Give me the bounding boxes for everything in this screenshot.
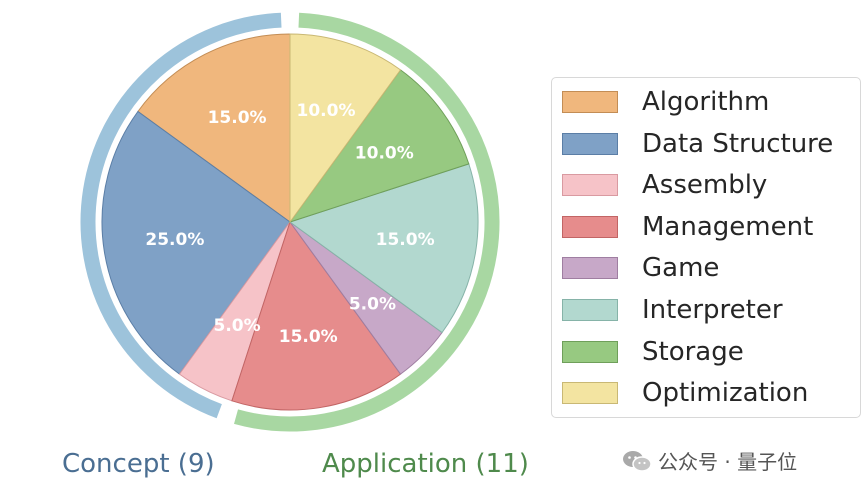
- group-ring-layer: [80, 12, 500, 432]
- slice-label-data-structure: 25.0%: [145, 230, 204, 250]
- legend-swatch: [562, 132, 618, 155]
- watermark: 公众号 · 量子位: [622, 446, 797, 475]
- slice-label-management: 15.0%: [279, 327, 338, 347]
- legend-swatch: [562, 257, 618, 280]
- slice-optimization: [289, 33, 402, 224]
- group-label-concept: Concept (9): [62, 449, 215, 479]
- group-label-application: Application (11): [322, 449, 529, 479]
- legend-item-data-structure: Data Structure: [562, 127, 833, 161]
- legend-item-management: Management: [562, 210, 813, 244]
- legend-item-storage: Storage: [562, 335, 744, 369]
- legend-swatch: [562, 91, 618, 113]
- legend-label: Management: [642, 211, 814, 242]
- group-ring-concept: [80, 12, 282, 419]
- wechat-icon: [623, 450, 652, 472]
- legend-label: Algorithm: [642, 87, 770, 117]
- slice-data-structure: [101, 110, 291, 375]
- legend: Algorithm Data Structure Assembly Managemen…: [551, 77, 861, 418]
- slice-management: [231, 220, 402, 411]
- legend-label: Data Structure: [642, 128, 834, 159]
- slice-label-optimization: 10.0%: [297, 101, 356, 121]
- legend-swatch: [562, 174, 618, 197]
- legend-swatch: [562, 299, 618, 321]
- legend-swatch: [562, 340, 618, 363]
- legend-item-optimization: Optimization: [562, 376, 808, 410]
- slice-interpreter: [288, 163, 479, 334]
- slice-label-assembly: 5.0%: [214, 316, 261, 336]
- slice-label-algorithm: 15.0%: [208, 108, 267, 128]
- watermark-text: 公众号 · 量子位: [658, 450, 798, 474]
- legend-label: Game: [642, 253, 720, 284]
- legend-label: Storage: [642, 336, 744, 367]
- legend-item-assembly: Assembly: [562, 168, 767, 202]
- legend-swatch: [562, 382, 618, 405]
- legend-label: Interpreter: [642, 295, 783, 325]
- slice-label-game: 5.0%: [349, 294, 396, 314]
- legend-label: Optimization: [642, 378, 809, 409]
- slice-layer: [101, 33, 479, 411]
- slice-label-storage: 10.0%: [355, 143, 414, 163]
- group-ring-application: [234, 12, 500, 432]
- slice-algorithm: [137, 33, 291, 223]
- slice-storage: [288, 69, 470, 223]
- legend-item-interpreter: Interpreter: [562, 293, 783, 327]
- legend-item-game: Game: [562, 251, 719, 285]
- slice-label-layer: 15.0% 25.0% 5.0% 15.0% 5.0% 15.0% 10.0% 10.0%: [145, 101, 434, 347]
- legend-item-algorithm: Algorithm: [562, 85, 769, 119]
- legend-label: Assembly: [642, 170, 768, 201]
- legend-swatch: [562, 215, 618, 238]
- slice-label-interpreter: 15.0%: [376, 230, 435, 250]
